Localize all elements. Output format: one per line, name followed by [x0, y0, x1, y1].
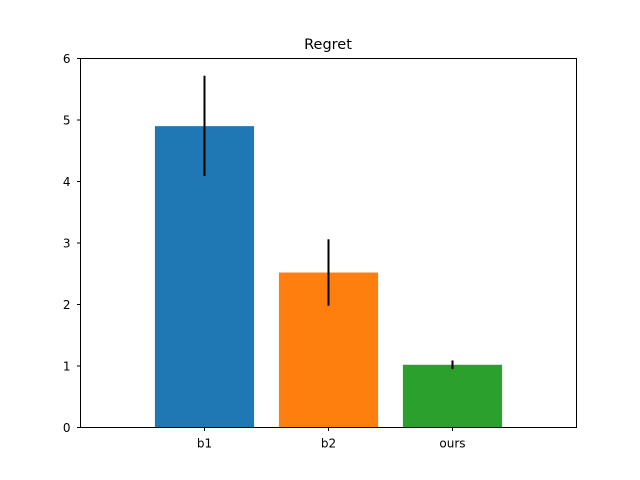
- x-tick-label-ours: ours: [439, 437, 465, 451]
- y-tick-label-0: 0: [63, 421, 71, 435]
- bar-ours: [402, 364, 503, 428]
- x-axis: b1 b2 ours: [197, 427, 466, 451]
- y-tick-label-4: 4: [63, 175, 71, 189]
- y-tick-label-2: 2: [63, 298, 71, 312]
- y-tick-label-6: 6: [63, 52, 71, 66]
- y-axis: 0 1 2 3 4 5 6: [63, 52, 81, 435]
- error-bars-layer: [203, 75, 454, 370]
- chart-title: Regret: [304, 37, 352, 53]
- x-tick-label-b2: b2: [321, 437, 336, 451]
- bars-layer: [154, 126, 503, 428]
- y-tick-label-5: 5: [63, 113, 71, 127]
- y-tick-label-1: 1: [63, 359, 71, 373]
- x-tick-label-b1: b1: [197, 437, 212, 451]
- y-tick-label-3: 3: [63, 236, 71, 250]
- bar-b1: [154, 126, 255, 428]
